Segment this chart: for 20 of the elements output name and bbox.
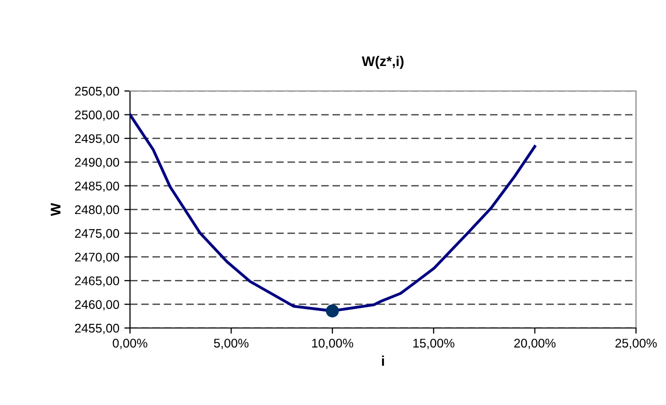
x-axis-title: i (382, 356, 384, 366)
y-tick-label: 2505,00 (75, 86, 120, 98)
y-tick-label: 2475,00 (75, 229, 120, 240)
x-tick-label: 20,00% (514, 338, 556, 350)
x-tick-label: 0,00% (112, 338, 148, 350)
y-tick-label: 2485,00 (75, 182, 120, 192)
y-axis-title: W (50, 202, 60, 216)
y-tick-label: 2490,00 (75, 158, 120, 168)
y-tick-label: 2500,00 (75, 110, 120, 121)
x-tick-label: 15,00% (413, 338, 454, 350)
y-tick-label: 2480,00 (75, 205, 120, 216)
y-tick-label: 2495,00 (75, 134, 120, 145)
y-tick-label: 2460,00 (75, 300, 120, 310)
x-tick-label: 25,00% (615, 338, 657, 350)
x-tick-label: 5,00% (214, 338, 248, 350)
y-tick-label: 2455,00 (75, 324, 120, 334)
x-tick-label: 10,00% (312, 338, 354, 350)
y-tick-label: 2465,00 (75, 276, 120, 287)
y-tick-label: 2470,00 (75, 252, 120, 264)
chart-title: W(z*,i) (362, 56, 404, 69)
